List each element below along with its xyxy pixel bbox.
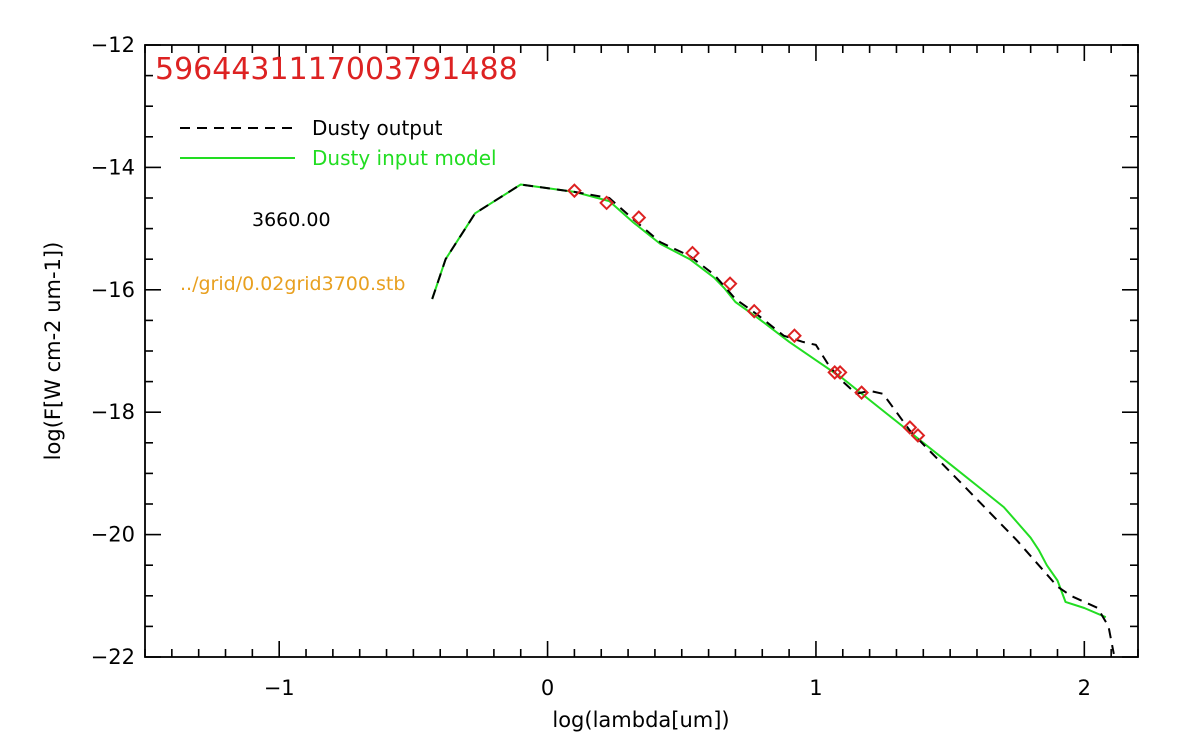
legend: Dusty output Dusty input model <box>180 116 497 170</box>
data-point-diamond <box>631 210 647 225</box>
data-point-diamond <box>685 245 700 261</box>
axis-ticks <box>144 44 1139 658</box>
axis-tick-labels: −1 0 1 2 −22 −20 −18 −16 −14 −12 <box>91 33 1091 700</box>
series-line-dusty-output <box>431 183 1115 655</box>
series-layer <box>431 183 1115 655</box>
y-tick-label: −18 <box>91 400 135 424</box>
data-point-diamond <box>599 195 615 211</box>
y-tick-label: −16 <box>91 278 135 302</box>
legend-label-dusty-output: Dusty output <box>312 116 443 140</box>
data-point-diamond <box>787 328 802 344</box>
data-point-diamond <box>832 365 848 380</box>
plot-frame <box>144 44 1139 658</box>
y-tick-label: −20 <box>91 523 135 547</box>
y-tick-label: −12 <box>91 33 135 57</box>
x-tick-label: −1 <box>264 676 295 700</box>
data-point-diamond <box>910 428 926 443</box>
data-point-diamond <box>854 385 869 401</box>
data-point-diamond <box>746 303 762 319</box>
series-line-dusty-input-model <box>431 183 1107 619</box>
y-axis-label: log(F[W cm-2 um-1]) <box>41 242 65 461</box>
annotation-grid-file: ../grid/0.02grid3700.stb <box>180 273 405 295</box>
x-tick-label: 0 <box>541 676 554 700</box>
markers-layer <box>566 183 926 443</box>
data-point-diamond <box>566 183 582 199</box>
x-axis-label: log(lambda[um]) <box>552 708 729 732</box>
legend-label-dusty-input: Dusty input model <box>312 146 497 170</box>
data-point-diamond <box>827 365 843 380</box>
chart-title: 5964431117003791488 <box>155 52 518 87</box>
x-tick-label: 2 <box>1078 676 1091 700</box>
y-tick-label: −14 <box>91 155 135 179</box>
data-point-diamond <box>722 276 738 292</box>
y-tick-label: −22 <box>91 645 135 669</box>
data-point-diamond <box>902 420 918 435</box>
annotation-temperature: 3660.00 <box>252 209 331 231</box>
x-tick-label: 1 <box>809 676 822 700</box>
